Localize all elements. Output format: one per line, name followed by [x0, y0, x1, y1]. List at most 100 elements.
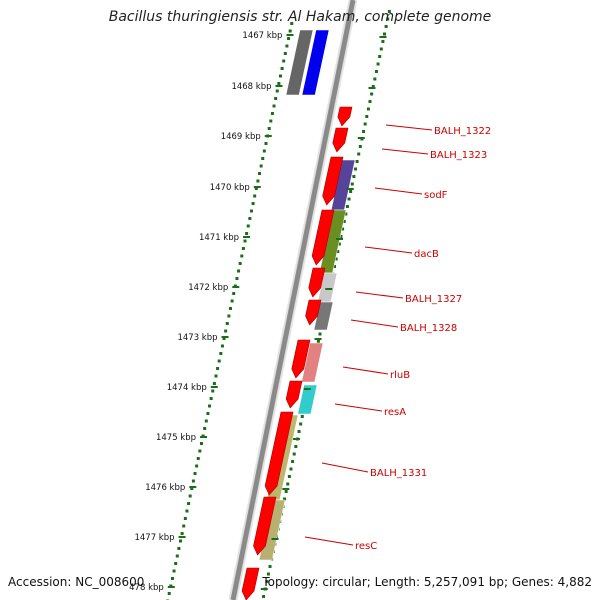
track-dot — [283, 52, 287, 55]
gene-arrow-balh1323 — [332, 127, 349, 153]
track-dot — [294, 445, 298, 448]
track-dot — [262, 595, 266, 598]
track-dot — [258, 172, 262, 175]
gene-label: BALH_1331 — [370, 468, 427, 479]
track-dot — [357, 152, 361, 156]
track-dot — [232, 292, 236, 295]
track-dot — [345, 205, 349, 208]
track-dot — [196, 457, 200, 460]
gene-label-leader — [304, 536, 354, 546]
track-dot — [266, 572, 270, 576]
track-dot — [316, 340, 320, 343]
track-dot — [241, 247, 245, 250]
track-dot — [376, 62, 380, 66]
track-dot — [208, 404, 212, 408]
track-dot — [267, 127, 271, 130]
track-dot — [199, 442, 203, 445]
track-dot — [275, 89, 279, 93]
kbp-label: 1472 kbp — [188, 283, 228, 293]
track-dot — [188, 494, 192, 498]
track-dot — [185, 509, 189, 513]
kbp-label: 1475 kbp — [156, 433, 196, 443]
track-dot — [209, 397, 213, 400]
gene-arrow-dacb — [311, 209, 335, 266]
sequence-backbone — [228, 0, 358, 600]
track-dot — [224, 329, 228, 333]
track-dot — [350, 182, 354, 186]
track-dot — [344, 212, 348, 216]
track-dot — [269, 119, 273, 123]
track-dot — [268, 565, 272, 568]
kbp-labels: 1467 kbp 1468 kbp 1469 kbp 1470 kbp 1471 kbp… — [129, 31, 387, 593]
track-dot — [282, 59, 286, 63]
track-dot — [291, 460, 295, 463]
track-dot — [214, 374, 218, 378]
track-dot — [373, 77, 377, 81]
track-dot — [264, 142, 268, 145]
track-dot — [383, 32, 387, 36]
gene-label: BALH_1328 — [400, 323, 457, 334]
kbp-label: 1473 kbp — [177, 333, 217, 343]
track-dot — [235, 277, 239, 280]
kbp-label: 1477 kbp — [134, 533, 174, 543]
track-dot — [191, 479, 195, 483]
track-dot — [216, 367, 220, 370]
track-dot — [352, 175, 356, 178]
track-dot — [353, 167, 357, 171]
track-dot — [300, 415, 304, 418]
track-dot — [277, 82, 281, 85]
gene-label-leader — [385, 124, 433, 131]
kbp-label: 1474 kbp — [167, 383, 207, 393]
track-dot — [246, 224, 250, 228]
gene-label: sodF — [424, 190, 448, 201]
gene-arrow-sodf — [322, 156, 344, 206]
gene-label: rluB — [390, 370, 410, 381]
backbone-line — [230, 0, 356, 600]
gene-arrow-balh1328 — [305, 299, 322, 326]
track-dot — [177, 547, 181, 550]
track-dot — [237, 269, 241, 273]
track-dot — [299, 422, 303, 426]
track-dot — [278, 74, 282, 78]
track-dot — [261, 157, 265, 160]
track-dot — [318, 332, 322, 336]
track-dot — [243, 239, 247, 243]
track-dot — [245, 232, 249, 235]
track-dot — [172, 569, 176, 573]
gene-label: resA — [384, 407, 406, 418]
gene-label-leader — [374, 187, 423, 195]
track-dot — [249, 209, 253, 213]
block-blue-top — [301, 29, 330, 96]
gene-arrow-bottom — [241, 567, 260, 600]
track-dot — [198, 449, 202, 453]
track-dot — [387, 10, 391, 13]
track-dot — [179, 539, 183, 543]
kbp-label: 478 kbp — [129, 583, 164, 593]
block-gray-top-a — [285, 29, 314, 96]
track-dot — [339, 235, 343, 238]
track-dot — [251, 202, 255, 205]
gene-label-leader — [350, 319, 399, 328]
track-dot — [203, 427, 207, 430]
gene-arrow-balh1322 — [337, 106, 353, 127]
track-dot — [211, 389, 215, 393]
block-rlub — [301, 342, 324, 383]
gene-label-leader — [334, 403, 383, 412]
gene-arrow-rlub — [291, 339, 311, 379]
gene-label: BALH_1323 — [430, 150, 487, 161]
track-dot — [337, 242, 341, 246]
track-dot — [253, 194, 257, 198]
gene-label-leader — [321, 462, 369, 473]
track-dot — [355, 160, 359, 163]
track-dot — [349, 190, 353, 193]
track-dot — [287, 475, 291, 478]
track-dot — [212, 382, 216, 385]
gene-arrow-balh1331 — [264, 411, 294, 496]
gene-arrow-resa — [285, 380, 303, 409]
track-dot — [265, 580, 269, 583]
track-dot — [220, 344, 224, 348]
track-dot — [285, 44, 289, 48]
kbp-label: 1476 kbp — [145, 483, 185, 493]
track-dot — [381, 40, 385, 43]
